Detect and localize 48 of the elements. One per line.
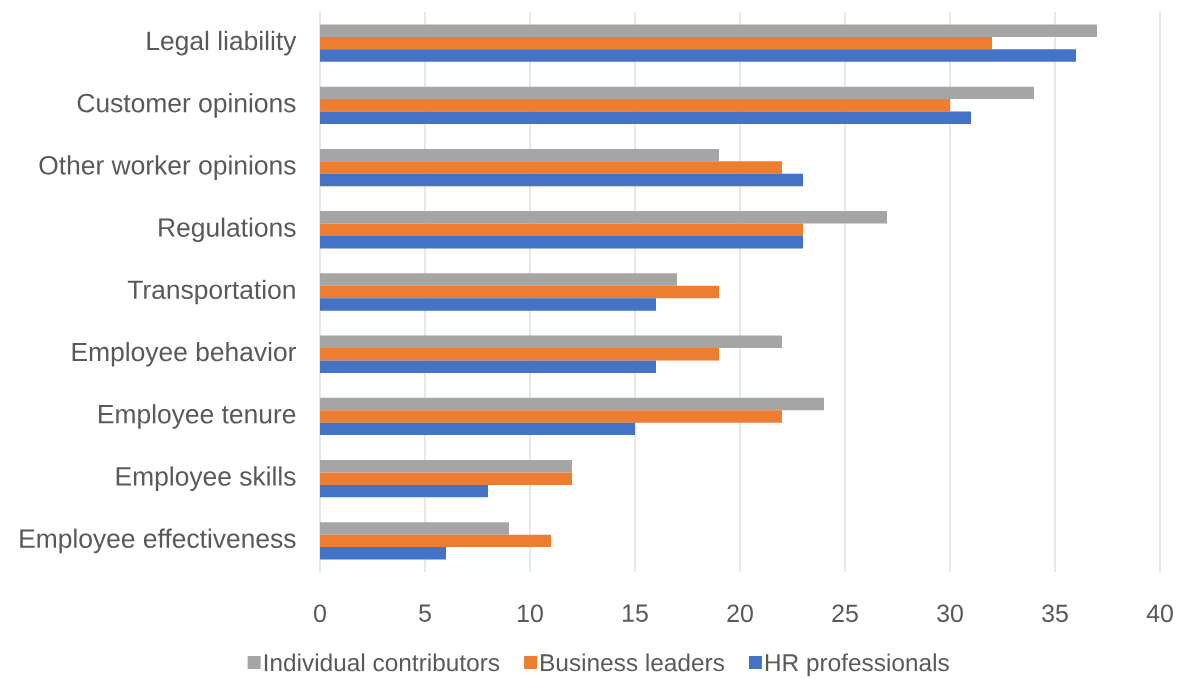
bar — [320, 86, 1034, 100]
bar — [320, 397, 824, 411]
bar — [320, 472, 572, 485]
bar — [320, 348, 719, 361]
bar — [320, 534, 551, 548]
bar — [320, 547, 446, 560]
bar — [320, 298, 656, 311]
bar — [320, 484, 488, 498]
y-tick-label: Regulations — [159, 217, 296, 243]
y-tick-label: Customer opinions — [77, 93, 296, 118]
x-tick-label: 40 — [1146, 604, 1173, 623]
bar — [320, 360, 656, 373]
y-tick-label: Employee skills — [116, 466, 296, 491]
x-tick-label: 10 — [518, 604, 543, 623]
bar — [320, 161, 782, 174]
y-tick-label: Employee tenure — [99, 404, 296, 429]
bar — [320, 422, 635, 436]
x-tick-label: 5 — [419, 604, 431, 622]
y-tick-label: Employee behavior — [72, 341, 296, 367]
bar — [320, 211, 887, 224]
x-tick-label: 25 — [832, 604, 858, 623]
bar — [320, 236, 803, 249]
bar — [320, 522, 509, 535]
x-tick-label: 30 — [937, 604, 963, 623]
x-tick-label: 0 — [314, 604, 326, 623]
x-tick-label: 35 — [1042, 604, 1068, 623]
bar — [320, 173, 803, 187]
y-tick-label: Employee effectiveness — [20, 528, 296, 554]
bar — [320, 223, 803, 237]
x-tick-label: 15 — [623, 604, 648, 622]
bar — [320, 99, 950, 112]
y-tick-label: Transportation — [127, 279, 295, 305]
x-tick-label: 20 — [727, 604, 753, 623]
bar — [320, 49, 1077, 62]
bar — [320, 410, 782, 423]
legend-label: Individual contributors — [264, 653, 500, 672]
bar — [320, 460, 572, 473]
bar — [320, 335, 782, 349]
y-tick-label: Legal liability — [147, 30, 297, 56]
bar — [320, 273, 677, 286]
bar — [320, 24, 1098, 37]
legend-label: Business leaders — [541, 653, 725, 672]
legend-label: HR professionals — [765, 653, 949, 677]
y-tick-label: Other worker opinions — [39, 155, 296, 180]
bar — [320, 36, 992, 50]
bar — [320, 111, 971, 125]
bar — [320, 148, 719, 162]
bar — [320, 285, 719, 299]
